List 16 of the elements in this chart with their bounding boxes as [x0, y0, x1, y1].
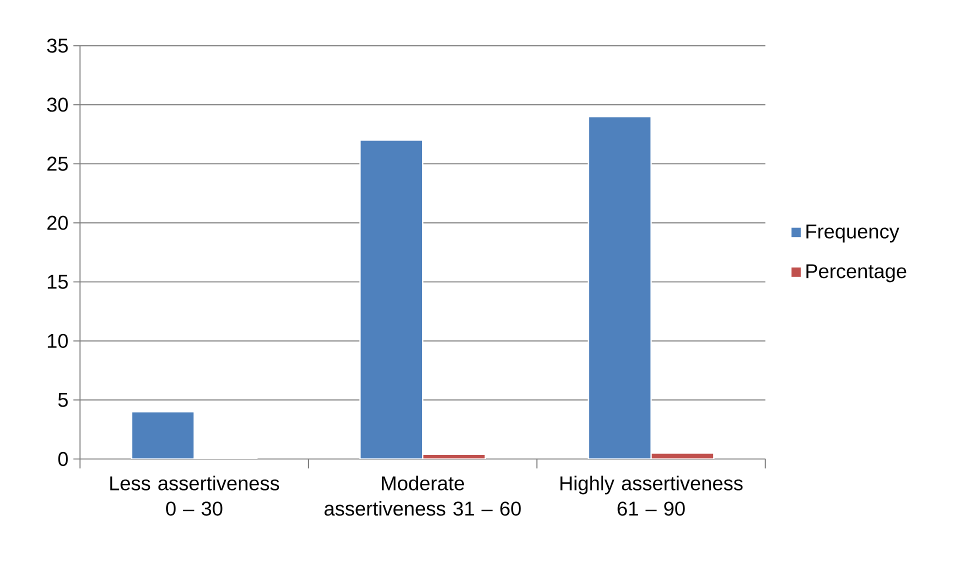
bar: [588, 116, 652, 460]
x-tick-label: Moderate assertiveness 31 – 60: [324, 476, 521, 516]
legend-label: Frequency: [806, 224, 900, 242]
y-tick-label: 35: [47, 38, 68, 53]
y-tick-label: 0: [58, 452, 68, 466]
y-tick-label: 10: [48, 334, 68, 348]
bar: [359, 139, 424, 460]
x-tick-label: Highly assertiveness 61 – 90: [560, 476, 743, 516]
y-tick-label: 5: [58, 392, 68, 407]
y-tick-label: 20: [47, 216, 68, 230]
x-tick-label: Less assertiveness 0 – 30: [110, 476, 280, 516]
bar: [130, 411, 195, 460]
y-tick-label: 15: [48, 274, 68, 289]
legend-label: Percentage: [806, 264, 906, 282]
y-tick-label: 25: [47, 156, 68, 171]
y-tick-label: 30: [47, 98, 68, 112]
